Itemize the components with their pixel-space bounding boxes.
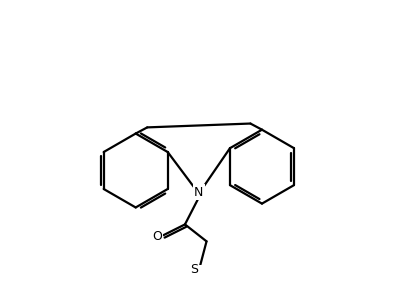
Text: S: S: [190, 263, 198, 276]
Text: O: O: [152, 230, 162, 243]
Text: N: N: [194, 186, 204, 198]
